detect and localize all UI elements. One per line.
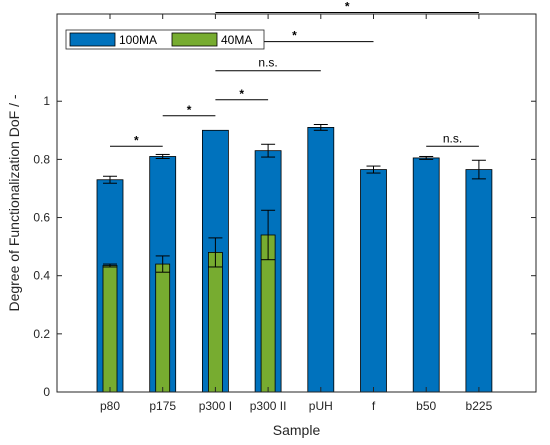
x-tick-label-2: p300 I [199, 399, 232, 413]
significance-label-0: * [134, 133, 139, 147]
significance-layer: * * * n.s. * * n.s. [110, 0, 479, 147]
legend-label-100MA: 100MA [119, 33, 157, 47]
y-tick-label-3: 0.6 [33, 211, 50, 225]
y-axis: 0 0.2 0.4 0.6 0.8 1 [33, 94, 536, 399]
significance-label-3: n.s. [258, 56, 277, 70]
x-tick-label-4: pUH [309, 399, 333, 413]
legend-swatch-40MA [171, 32, 218, 47]
x-axis-label: Sample [273, 422, 321, 438]
plot-frame [56, 13, 537, 393]
error-bars-layer [103, 123, 486, 273]
x-axis: p80 p175 p300 I p300 II pUH f b50 b225 [100, 14, 493, 413]
significance-label-1: * [187, 103, 192, 117]
bars-layer [96, 127, 493, 393]
plot-area [57, 14, 536, 392]
legend-swatch-100MA [69, 32, 116, 47]
significance-label-2: * [239, 87, 244, 101]
x-tick-label-3: p300 II [250, 399, 287, 413]
bar-100MA-f [360, 169, 387, 393]
x-tick-label-6: b50 [416, 399, 436, 413]
bar-100MA-pUH [307, 127, 335, 393]
y-tick-label-4: 0.8 [33, 152, 50, 166]
y-axis-label: Degree of Functionalization DoF / - [6, 94, 22, 311]
x-tick-label-1: p175 [149, 399, 176, 413]
bar-40MA-p80 [102, 265, 118, 393]
y-tick-label-2: 0.4 [33, 269, 50, 283]
x-tick-label-7: b225 [466, 399, 493, 413]
significance-label-5: * [345, 0, 350, 14]
y-tick-label-1: 0.2 [33, 327, 50, 341]
x-tick-label-5: f [372, 399, 376, 413]
x-tick-label-0: p80 [100, 399, 120, 413]
significance-label-6: n.s. [443, 131, 462, 145]
y-tick-label-0: 0 [43, 385, 50, 399]
bar-100MA-b225 [465, 169, 493, 393]
legend-label-40MA: 40MA [221, 33, 252, 47]
bar-40MA-p175 [155, 263, 171, 393]
significance-label-4: * [292, 29, 297, 43]
bar-100MA-b50 [412, 157, 440, 393]
legend: 100MA 40MA [65, 29, 265, 50]
bar-40MA-p300 I [207, 252, 223, 393]
y-tick-label-5: 1 [43, 94, 50, 108]
